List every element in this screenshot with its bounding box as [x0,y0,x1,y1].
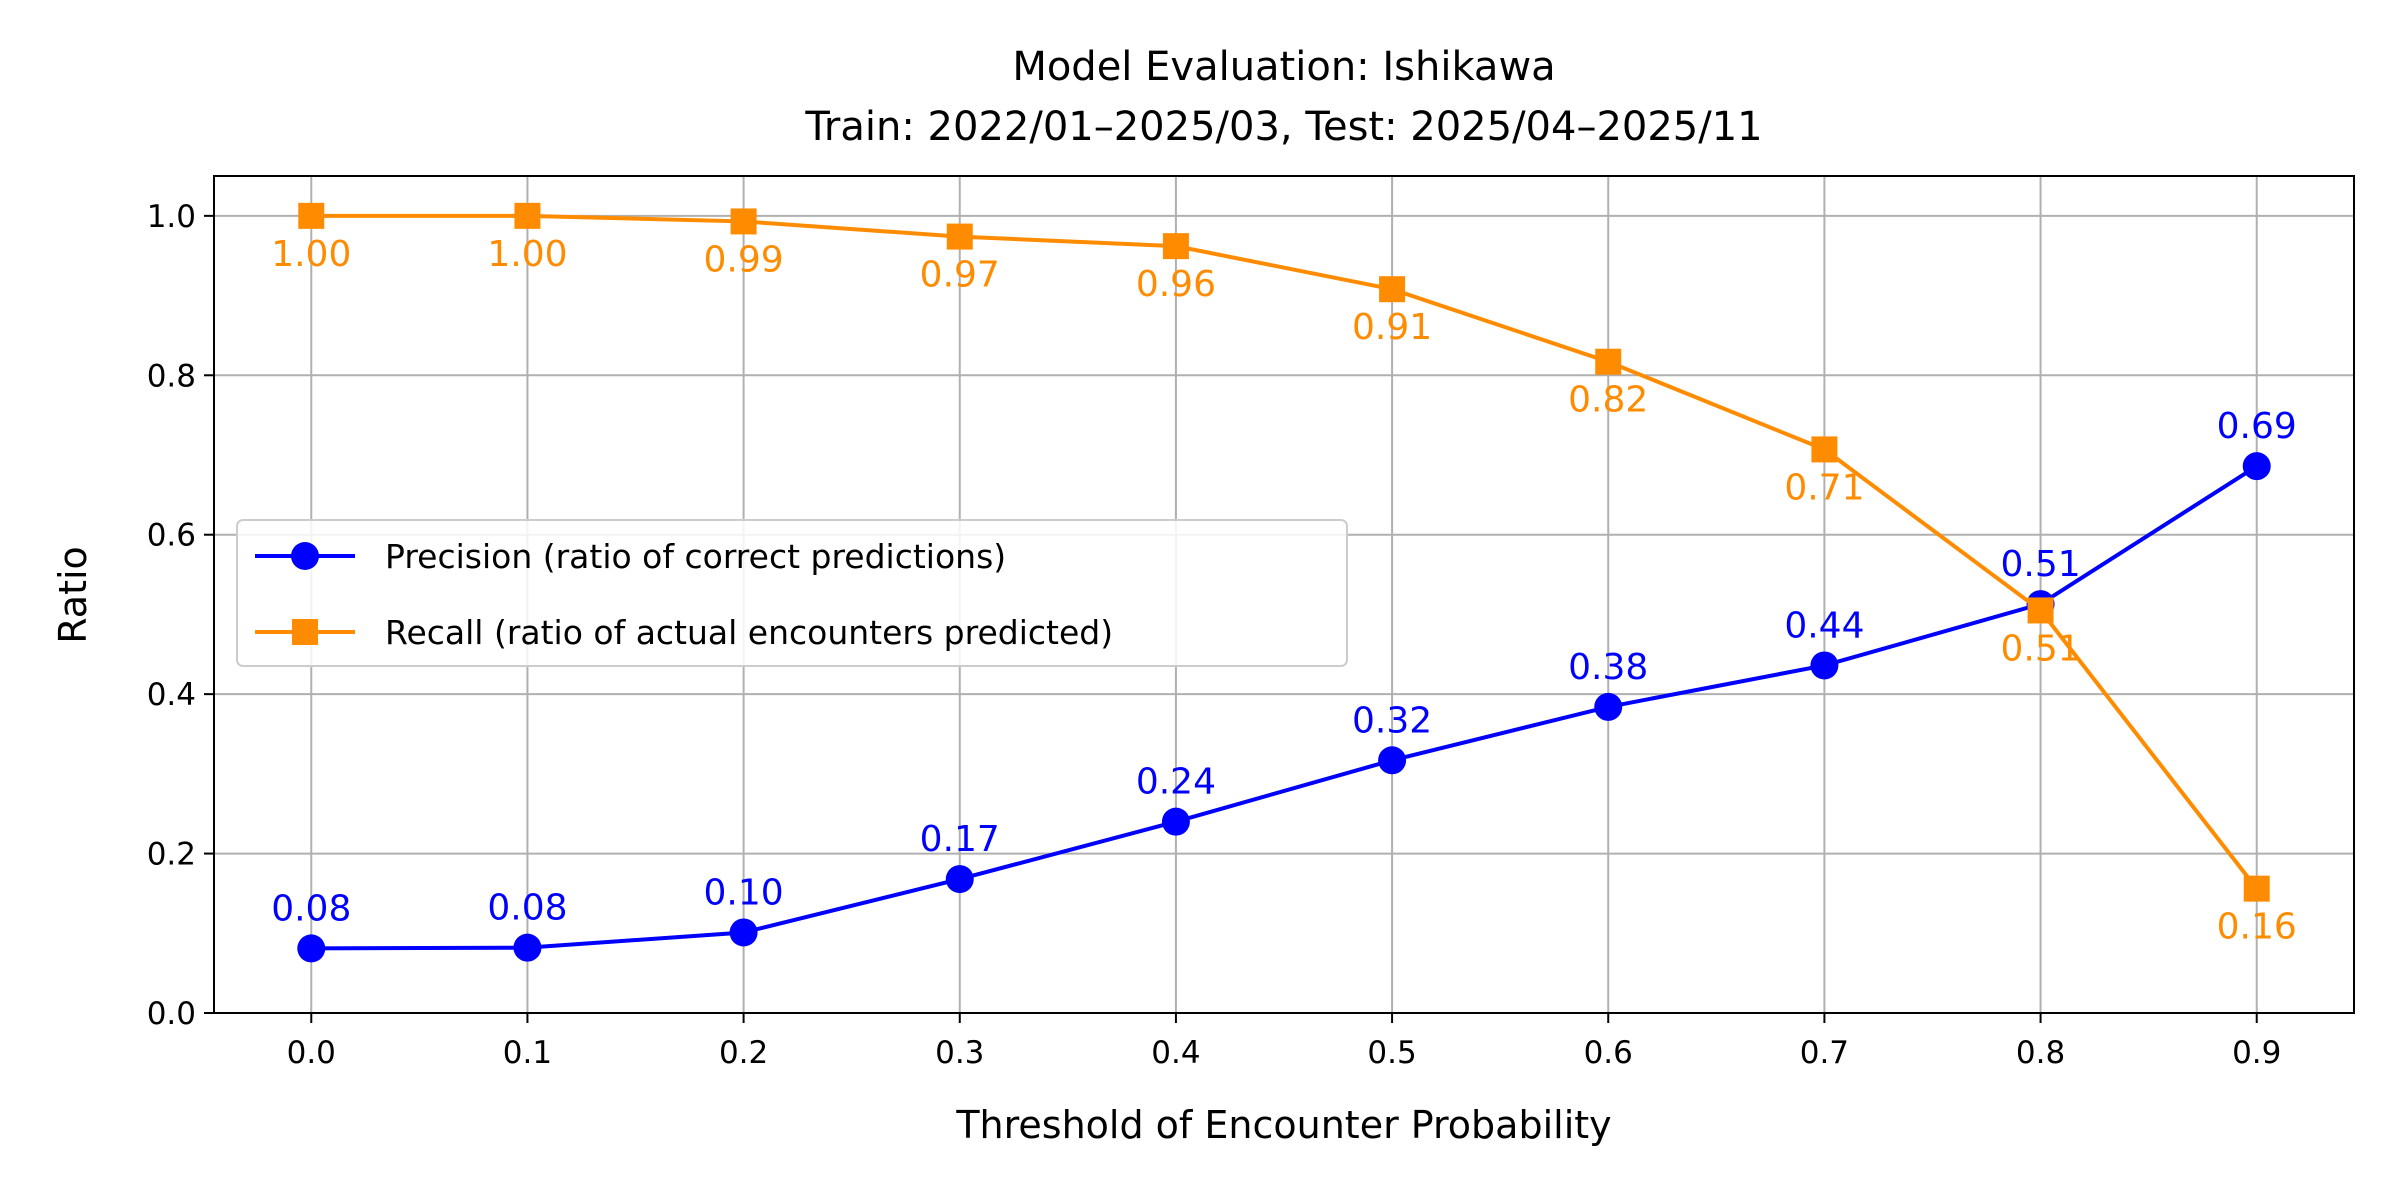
recall-data-label: 1.00 [487,234,567,275]
recall-data-label: 0.51 [2000,628,2080,669]
precision-line [311,464,2258,951]
precision-point [729,918,758,947]
chart-title: Model Evaluation: Ishikawa [1012,44,1555,90]
recall-data-label: 0.91 [1352,307,1432,348]
recall-data-label: 0.97 [920,255,1000,296]
x-tick-label: 0.8 [2016,1035,2065,1071]
recall-point [1162,233,1189,260]
recall-point [730,208,757,235]
legend-precision-label: Precision (ratio of correct predictions) [385,537,1006,576]
precision-point [1594,692,1623,721]
legend: Precision (ratio of correct predictions)… [236,519,1348,667]
series-layer: 0.08 0.08 0.10 0.17 0.24 0.32 0.38 0.44 0.51 0.69… [271,202,2297,963]
precision-data-label: 0.24 [1136,762,1216,803]
precision-point [513,933,542,962]
x-tick-label: 0.6 [1584,1035,1633,1071]
x-tick-label: 0.5 [1367,1035,1416,1071]
y-tick-label: 0.0 [147,996,196,1032]
recall-point [514,202,541,229]
precision-data-label: 0.08 [271,888,351,929]
recall-line [311,213,2259,890]
y-tick-label: 0.6 [147,518,196,554]
legend-box [236,519,1348,667]
legend-recall-label: Recall (ratio of actual encounters predi… [385,613,1113,652]
recall-data-label: 1.00 [271,234,351,275]
y-tick-label: 0.8 [147,358,196,394]
y-tick-label: 1.0 [147,199,196,235]
ticks: 0.0 0.1 0.2 0.3 0.4 0.5 0.6 0.7 0.8 0.9 0.0 0.2 0.4 0… [147,199,2282,1071]
recall-data-label: 0.16 [2217,907,2297,948]
recall-data-label: 0.96 [1136,264,1216,305]
plot-frame [213,175,2355,1014]
precision-data-label: 0.38 [1568,647,1648,688]
precision-data-label: 0.17 [920,819,1000,860]
legend-precision-marker [291,542,319,570]
chart-subtitle: Train: 2022/01–2025/03, Test: 2025/04–20… [804,104,1762,150]
recall-point [2243,875,2270,902]
x-tick-label: 0.3 [935,1035,984,1071]
recall-point [946,223,973,250]
recall-data-label: 0.71 [1784,467,1864,508]
x-tick-label: 0.1 [503,1035,552,1071]
recall-point [2027,597,2054,624]
recall-point [298,202,325,229]
recall-point [1811,436,1838,463]
precision-point [2242,452,2271,481]
recall-data-label: 0.82 [1568,380,1648,421]
recall-data-label: 0.99 [704,239,784,280]
recall-point [1595,348,1622,375]
precision-data-label: 0.69 [2217,406,2297,447]
precision-data-label: 0.32 [1352,700,1432,741]
x-tick-label: 0.9 [2232,1035,2281,1071]
precision-point [1378,746,1407,775]
precision-point [945,865,974,894]
precision-point [1810,651,1839,680]
precision-data-label: 0.51 [2000,544,2080,585]
precision-data-label: 0.10 [704,872,784,913]
precision-data-label: 0.08 [487,888,567,929]
y-tick-label: 0.4 [147,677,196,713]
recall-point [1379,276,1406,303]
x-tick-label: 0.4 [1151,1035,1200,1071]
x-axis-label: Threshold of Encounter Probability [955,1103,1611,1147]
legend-recall-marker [292,619,318,645]
x-tick-label: 0.0 [287,1035,336,1071]
precision-point [1161,807,1190,836]
precision-data-label: 0.44 [1784,605,1864,646]
x-tick-label: 0.2 [719,1035,768,1071]
precision-point [297,934,326,963]
y-tick-label: 0.2 [147,837,196,873]
y-axis-label: Ratio [51,546,95,644]
x-tick-label: 0.7 [1800,1035,1849,1071]
